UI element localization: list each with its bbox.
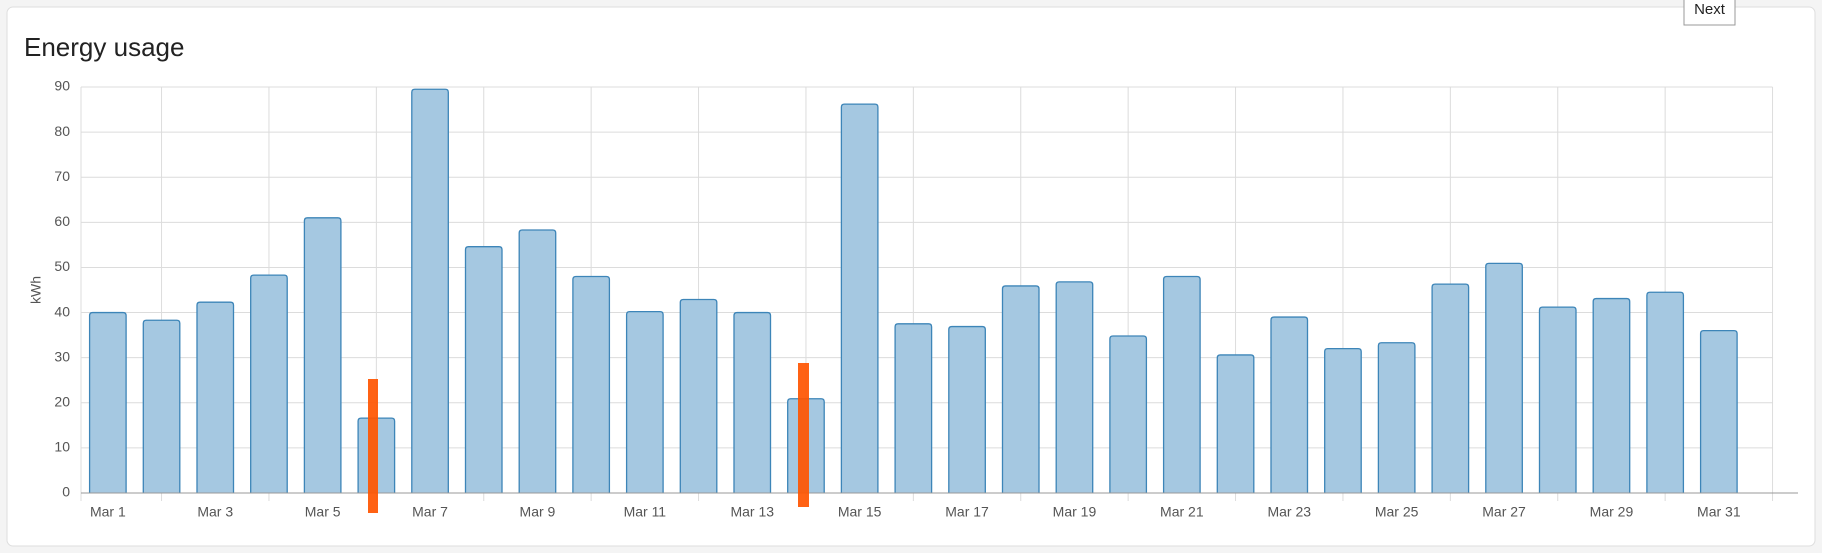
bar [464, 246, 503, 493]
x-tick-label: Mar 17 [945, 504, 989, 520]
bar [1001, 285, 1040, 493]
bar [250, 274, 288, 493]
bar [1592, 297, 1631, 493]
x-tick-label: Mar 25 [1375, 504, 1419, 520]
x-tick-label: Mar 7 [412, 504, 448, 520]
bar [88, 311, 127, 493]
plot: 0 10 20 30 40 50 60 70 80 90 Mar 1 Mar 3 Mar 5 Mar 7 M… [54, 78, 1798, 520]
y-tick-label: 10 [54, 439, 70, 455]
y-tick-label: 0 [62, 484, 70, 500]
bar [1485, 262, 1523, 493]
x-tick-label: Mar 29 [1590, 504, 1634, 520]
bar [1216, 354, 1255, 493]
x-tick-label: Mar 21 [1160, 504, 1204, 520]
bar [1377, 342, 1416, 493]
bar [894, 323, 933, 493]
x-tick-label: Mar 19 [1053, 504, 1097, 520]
y-axis-label: kWh [28, 276, 44, 304]
bar [1538, 306, 1577, 493]
bar [948, 325, 986, 493]
chart-title: Energy usage [24, 32, 184, 62]
bar [1055, 281, 1094, 493]
scribble [798, 363, 809, 507]
bar [733, 311, 772, 493]
x-tick-label: Mar 13 [730, 504, 774, 520]
x-tick-label: Mar 11 [624, 504, 667, 520]
y-tick-label: 20 [54, 393, 70, 409]
bar [1324, 347, 1362, 493]
bar [1109, 335, 1148, 493]
y-tick-label: 80 [54, 123, 70, 139]
x-tick-label: Mar 3 [197, 504, 233, 520]
bar [572, 275, 611, 493]
y-tick-label: 70 [54, 168, 70, 184]
bar [196, 301, 235, 493]
x-tick-label: Mar 9 [520, 504, 556, 520]
x-tick-label: Mar 15 [838, 504, 882, 520]
y-tick-label: 60 [54, 213, 70, 229]
y-tick-label: 50 [54, 258, 70, 274]
scribble [368, 379, 378, 513]
bar [142, 319, 181, 493]
x-tick-label: Mar 1 [90, 504, 126, 520]
next-button-box[interactable] [1683, 0, 1736, 26]
x-tick-label: Mar 23 [1267, 504, 1311, 520]
x-tick-label: Mar 27 [1482, 504, 1526, 520]
y-tick-label: 90 [54, 78, 70, 94]
bar [518, 229, 557, 493]
next-button[interactable]: Next [1683, 0, 1736, 26]
bar [1646, 291, 1685, 493]
bar [1162, 275, 1201, 493]
x-tick-label: Mar 5 [305, 504, 341, 520]
card [6, 6, 1816, 547]
bar [1431, 283, 1470, 493]
y-tick-label: 40 [54, 303, 70, 319]
bar [303, 217, 342, 493]
bar [625, 311, 664, 493]
bar [679, 298, 718, 493]
bar [1270, 316, 1309, 493]
next-button-label[interactable]: Next [1694, 1, 1726, 18]
y-tick-label: 30 [54, 348, 70, 364]
x-tick-label: Mar 31 [1697, 504, 1741, 520]
bar [1699, 329, 1738, 493]
bar [411, 88, 449, 493]
bar [840, 103, 879, 493]
